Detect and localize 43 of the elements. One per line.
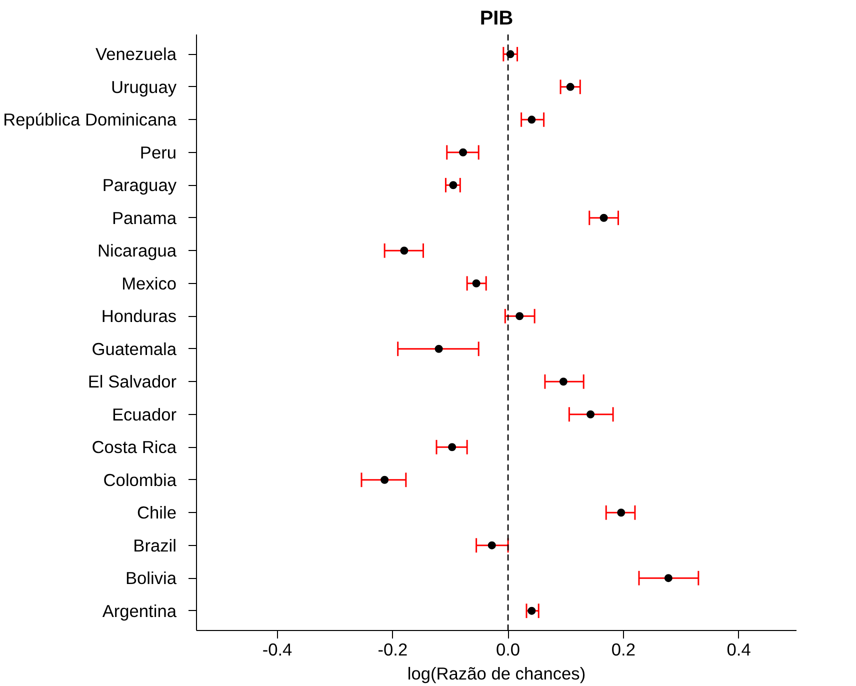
y-tick-label: Costa Rica: [92, 437, 177, 458]
point: [380, 476, 389, 484]
y-tick-label: Panama: [112, 208, 177, 228]
x-tick-label: 0.2: [611, 640, 636, 660]
point: [664, 574, 672, 582]
point: [488, 541, 496, 550]
y-tick-label: Venezuela: [96, 44, 177, 64]
x-tick-label: -0.4: [262, 640, 293, 660]
point: [448, 443, 456, 452]
x-tick-label: -0.2: [378, 640, 408, 660]
x-tick-label: 0.0: [496, 640, 520, 660]
y-tick-label: Argentina: [102, 600, 177, 621]
y-tick-label: Brazil: [133, 535, 177, 556]
x-axis-title: log(Razão de chances): [407, 664, 586, 684]
y-tick-label: Honduras: [101, 306, 177, 326]
point: [528, 116, 536, 124]
point: [617, 508, 626, 517]
point: [400, 246, 408, 255]
point: [600, 214, 608, 222]
point: [559, 378, 568, 386]
x-tick-label: 0.4: [726, 640, 752, 660]
y-tick-label: República Dominicana: [3, 110, 177, 130]
point: [459, 148, 468, 156]
point: [528, 606, 536, 615]
y-tick-label: Peru: [140, 142, 177, 162]
y-tick-label: Mexico: [122, 273, 177, 294]
point: [434, 344, 443, 353]
y-tick-label: Paraguay: [102, 175, 177, 196]
y-tick-label: Colombia: [103, 470, 177, 490]
y-tick-label: Chile: [137, 502, 177, 523]
point: [586, 410, 595, 418]
chart-title: PIB: [480, 8, 514, 30]
point: [506, 50, 514, 58]
point: [516, 312, 524, 320]
y-tick-label: Bolivia: [125, 568, 177, 588]
y-tick-label: Ecuador: [112, 404, 177, 424]
y-tick-label: Nicaragua: [98, 240, 177, 261]
y-tick-label: Uruguay: [111, 76, 177, 97]
y-tick-label: El Salvador: [88, 372, 177, 392]
point: [449, 181, 458, 190]
y-tick-label: Guatemala: [92, 338, 177, 359]
point: [566, 82, 574, 91]
point: [472, 279, 480, 288]
